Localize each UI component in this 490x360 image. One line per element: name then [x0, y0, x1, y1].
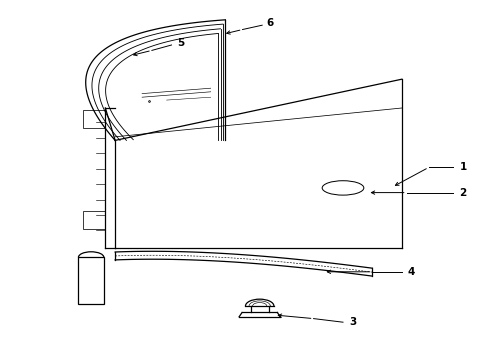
- Text: 3: 3: [349, 317, 356, 327]
- Text: 6: 6: [266, 18, 273, 28]
- Text: 2: 2: [460, 188, 466, 198]
- Text: 4: 4: [408, 267, 416, 277]
- Bar: [78, 257, 104, 304]
- Text: 1: 1: [460, 162, 466, 172]
- Text: 5: 5: [178, 38, 185, 48]
